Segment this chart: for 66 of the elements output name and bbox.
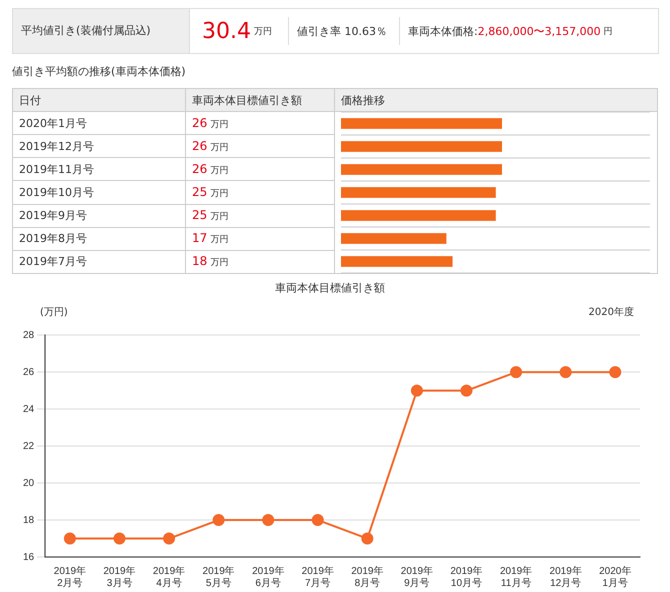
point — [510, 366, 522, 378]
text: 平均値引き(装備付属品込) — [13, 9, 190, 53]
y-tick-label: 2019年7月号 — [12, 250, 186, 274]
point — [212, 514, 225, 526]
x-tick-label: 2019年 3月号 — [103, 564, 136, 589]
x-tick-label: 2019年 10月号 — [450, 564, 483, 589]
data-label: 18 万円 — [192, 254, 228, 268]
x-tick-label: 2019年 5月号 — [202, 564, 235, 589]
data-label: 26 万円 — [192, 162, 228, 176]
y-axis-title: 日付 — [12, 88, 186, 112]
data-label: 26 万円 — [192, 138, 228, 153]
y-tick-label: 26 — [23, 366, 35, 378]
point — [163, 532, 176, 545]
point — [312, 514, 324, 526]
text: 車両本体価格: — [408, 24, 478, 38]
text: 値引き平均額の推移(車両本体価格) — [12, 64, 186, 79]
y-tick-label: 20 — [23, 478, 35, 489]
point — [410, 384, 423, 397]
text: 万円 — [254, 26, 272, 38]
y-tick-label: 24 — [23, 404, 35, 415]
bar — [341, 210, 496, 221]
y-tick-label: 22 — [23, 440, 35, 452]
x-tick-label: 2020年 1月号 — [599, 564, 632, 589]
y-tick-label: 2019年11月号 — [12, 158, 186, 181]
data-label: 25 万円 — [192, 184, 228, 199]
y-tick-label: 28 — [23, 330, 35, 341]
bar — [341, 233, 446, 244]
y-tick-label: 2019年10月号 — [12, 180, 186, 204]
bar — [341, 256, 453, 267]
x-axis-title: 価格推移 — [334, 88, 658, 112]
bar — [341, 187, 496, 198]
chart-title: 車両本体目標値引き額 — [275, 281, 385, 294]
text: 30.4 — [202, 18, 251, 44]
x-tick-label: 2019年 4月号 — [152, 564, 186, 589]
bar — [341, 118, 502, 129]
point — [560, 366, 572, 378]
x-tick-label: 2019年 8月号 — [351, 564, 384, 589]
x-tick-label: 2019年 2月号 — [54, 564, 86, 589]
y-tick-label: 16 — [23, 552, 35, 563]
x-tick-label: 2019年 6月号 — [252, 564, 284, 589]
y-tick-label: 2020年1月号 — [12, 112, 186, 135]
data-label: 17 万円 — [192, 231, 228, 246]
text: 車両本体目標値引き額 — [186, 88, 334, 112]
y-tick-label: 18 — [23, 514, 35, 526]
point — [361, 532, 374, 545]
x-tick-label: 2019年 7月号 — [302, 564, 334, 589]
text: 2020年度 — [588, 306, 634, 318]
y-axis-title: (万円) — [40, 307, 68, 318]
point — [609, 366, 622, 378]
text: 円 — [604, 26, 613, 38]
point — [262, 514, 274, 526]
x-tick-label: 2019年 9月号 — [400, 564, 434, 589]
text: 2,860,000〜3,157,000 — [478, 24, 601, 38]
point — [460, 384, 472, 397]
bar — [341, 141, 502, 152]
y-tick-label: 2019年12月号 — [12, 134, 186, 158]
x-tick-label: 2019年 11月号 — [500, 564, 532, 589]
y-tick-label: 2019年8月号 — [12, 227, 186, 250]
y-tick-label: 2019年9月号 — [12, 204, 186, 228]
point — [64, 532, 76, 545]
bar — [341, 164, 502, 175]
data-label: 25 万円 — [192, 208, 228, 222]
x-tick-label: 2019年 12月号 — [550, 564, 582, 589]
data-label: 26 万円 — [192, 116, 228, 130]
point — [113, 532, 126, 545]
text: 値引き率 10.63％ — [296, 24, 387, 38]
